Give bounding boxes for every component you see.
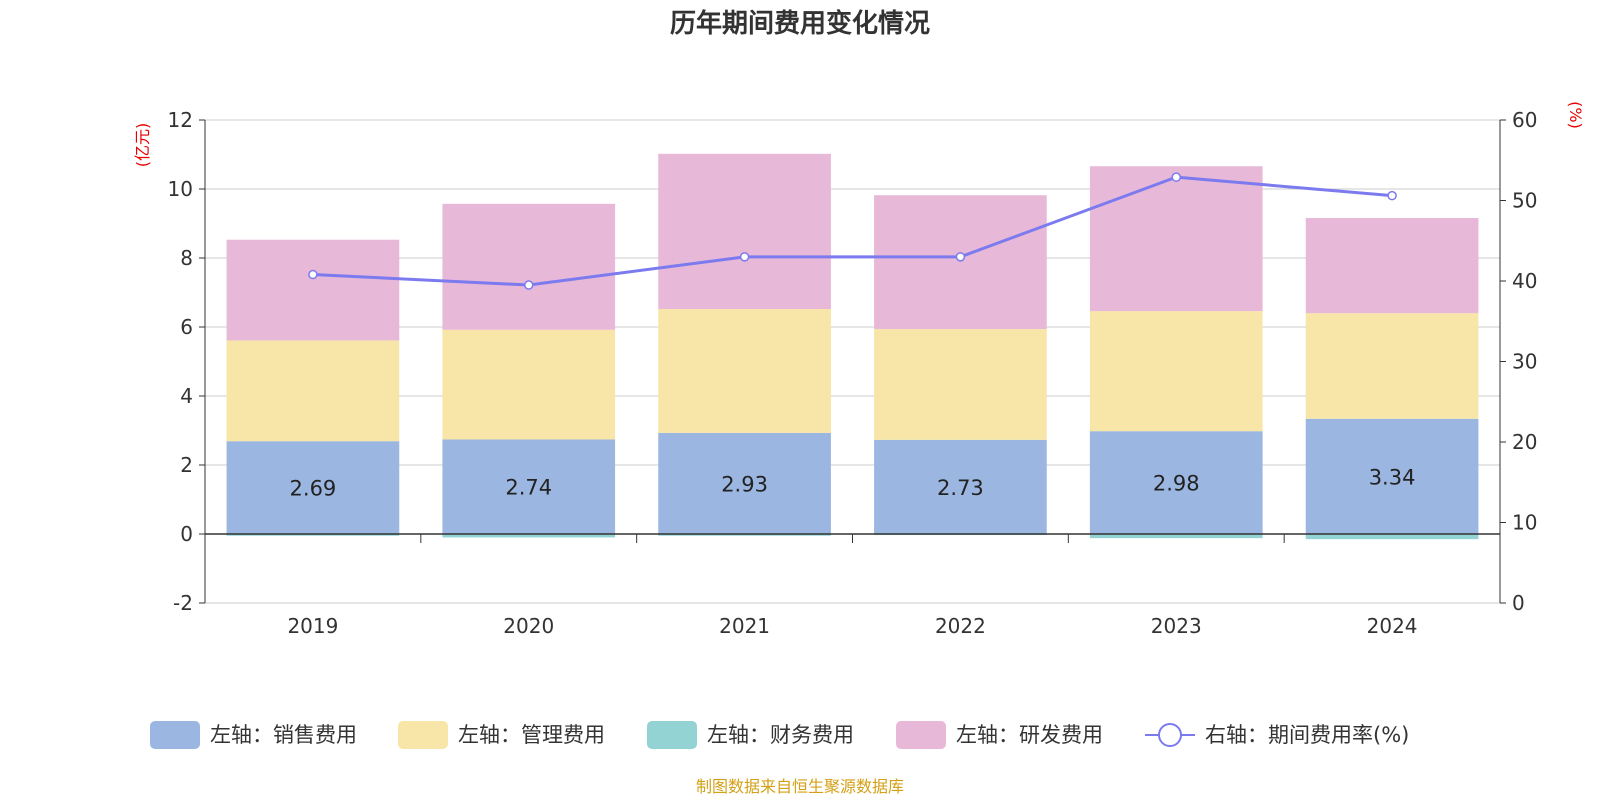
chart-title: 历年期间费用变化情况 [670,8,930,39]
category-label: 2024 [1367,614,1418,638]
legend-label: 左轴：管理费用 [458,723,605,747]
bar-segment [1089,431,1263,534]
left-tick-label: 8 [180,246,193,270]
legend-label: 左轴：研发费用 [956,723,1103,747]
right-tick-label: 40 [1512,269,1537,293]
bar-segment [1305,313,1479,419]
rate-line-path [312,175,1393,287]
rate-line [308,172,1397,290]
legend-swatch [647,721,697,749]
left-tick-label: 6 [180,315,193,339]
legend-swatch [398,721,448,749]
legend-marker [1158,723,1182,747]
bar-segment [658,432,831,534]
right-tick-label: 0 [1512,591,1525,615]
bar-segment [442,203,616,330]
rate-point [308,269,318,280]
bar-segment [1305,418,1479,534]
legend-swatch [150,721,200,749]
category-label: 2022 [935,614,986,638]
right-tick-label: 30 [1512,350,1537,374]
bar-segment [1089,166,1263,312]
left-axis-unit: (亿元) [133,123,152,168]
bar-segment [442,534,616,538]
rate-point [955,252,966,262]
left-tick-label: 4 [180,384,193,408]
data-label: 2.93 [721,472,768,496]
left-tick-label: -2 [173,591,193,615]
category-label: 2020 [503,614,554,638]
bar-segment [226,239,400,341]
right-tick-label: 60 [1512,108,1537,132]
rate-point [1171,172,1181,182]
left-tick-label: 2 [180,453,193,477]
bar-segment [1089,311,1263,432]
data-label: 2.73 [937,476,984,500]
category-label: 2021 [719,614,770,638]
right-tick-label: 20 [1512,430,1537,454]
legend-swatch [896,721,946,749]
category-label: 2019 [287,614,338,638]
bar-segment [226,340,400,442]
bar-segment [658,534,831,536]
rate-point [1387,190,1397,201]
category-label: 2023 [1151,614,1202,638]
data-label: 2.69 [290,477,337,501]
bar-segment [658,153,831,310]
bar-segment [1089,534,1263,539]
data-label: 3.34 [1369,465,1416,489]
source-note: 制图数据来自恒生聚源数据库 [696,777,904,796]
legend-label: 左轴：财务费用 [707,723,854,747]
legend-label: 左轴：销售费用 [210,723,357,747]
bars [226,153,1479,540]
bar-segment [226,441,400,534]
data-label: 2.98 [1153,472,1200,496]
bar-segment [1305,217,1479,314]
left-tick-label: 12 [168,108,193,132]
bar-segment [874,329,1047,440]
bar-segment [658,309,831,433]
rate-point [739,252,750,262]
rate-point [524,280,534,290]
legend: 左轴：销售费用 左轴：管理费用 左轴：财务费用 左轴：研发费用 右轴：期间费用率(%) [150,721,1409,749]
bar-segment [1305,534,1479,540]
bar-segment [874,439,1047,534]
legend-label: 右轴：期间费用率(%) [1205,723,1409,747]
left-tick-label: 0 [180,522,193,546]
axes: -2 0 2 4 6 8 10 12 0 10 20 30 40 50 60 2019 2020 2021 2022… [168,108,1538,638]
bar-segment [874,195,1047,330]
data-labels: 2.69 2.74 2.93 2.73 2.98 3.34 [290,465,1416,500]
left-tick-label: 10 [168,177,193,201]
bar-segment [442,439,616,534]
right-tick-label: 50 [1512,189,1537,213]
right-tick-label: 10 [1512,511,1537,535]
data-label: 2.74 [505,476,552,500]
bar-segment [226,534,400,536]
right-axis-unit: (%) [1566,101,1585,129]
bar-segment [442,329,616,440]
